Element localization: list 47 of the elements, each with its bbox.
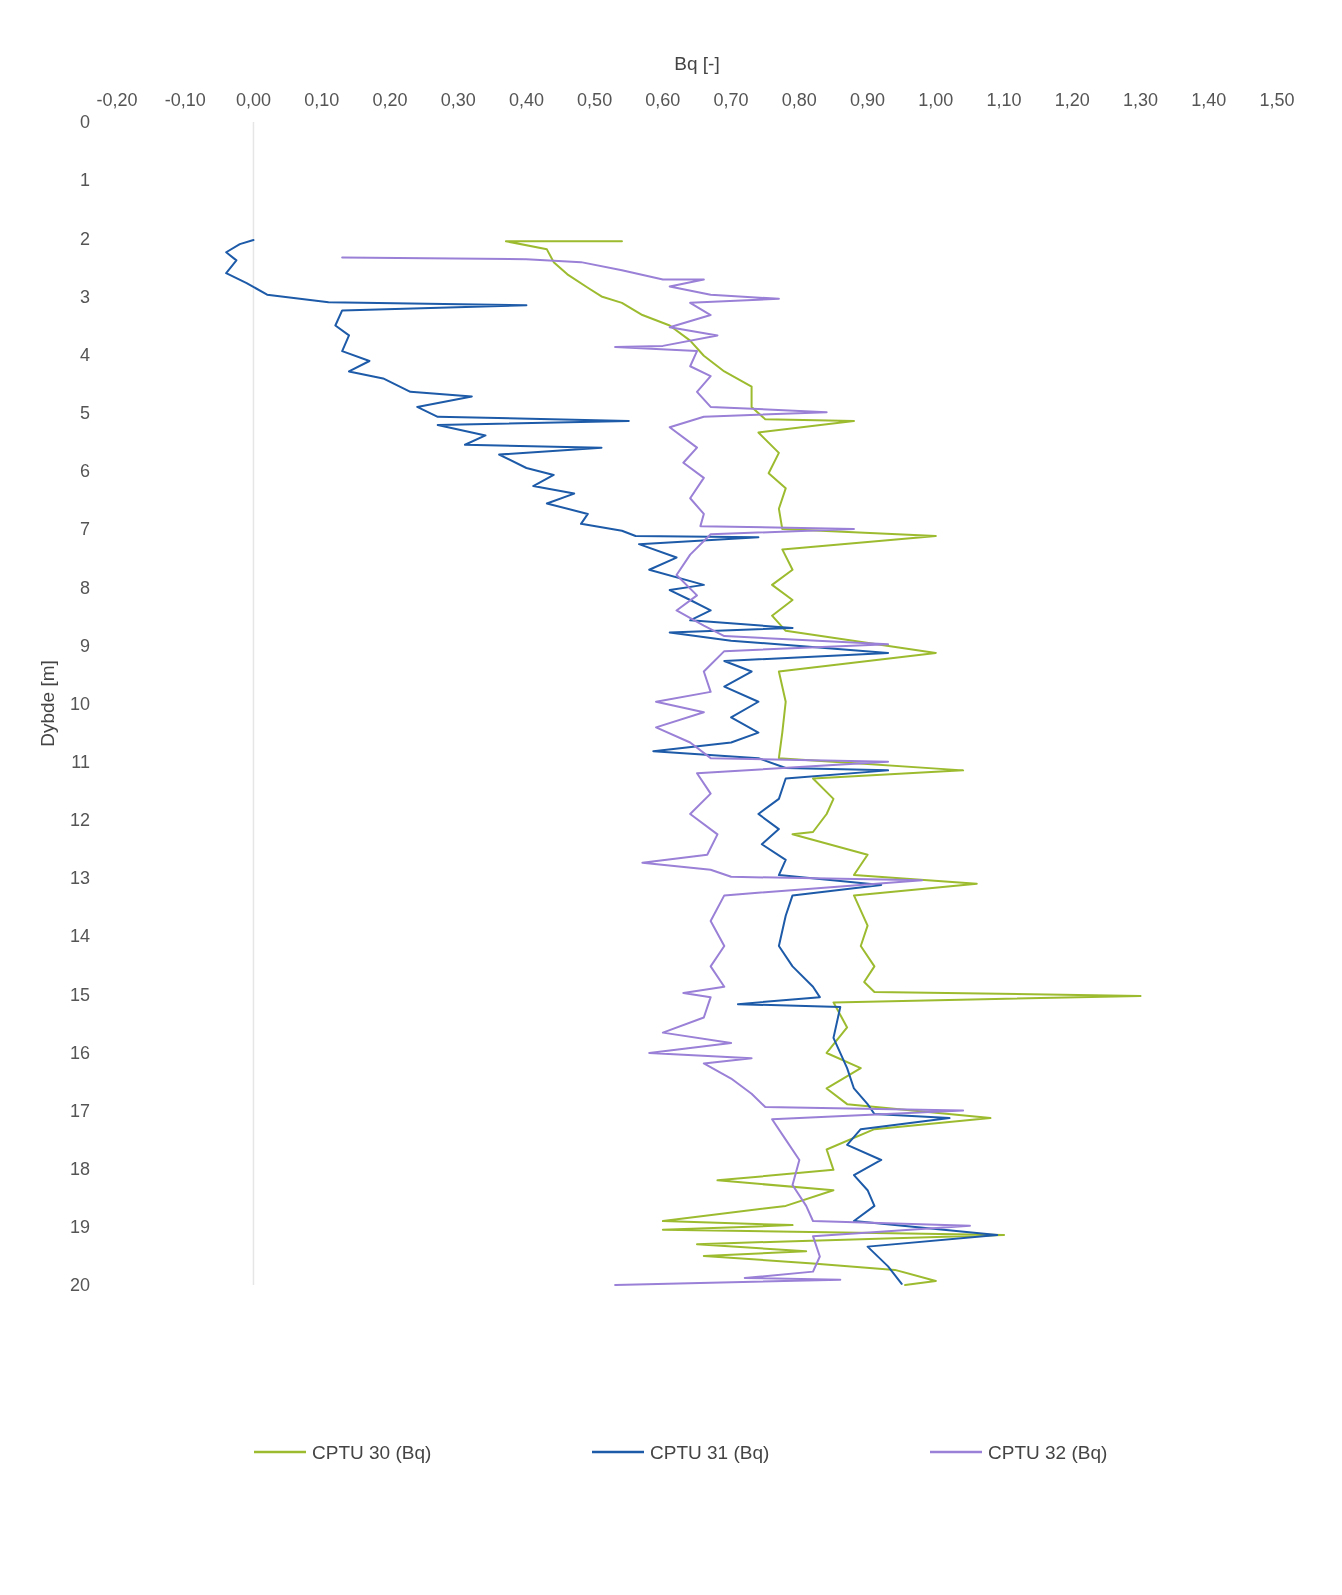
- y-tick-label: 1: [79, 170, 90, 191]
- x-tick-label: 0,00: [235, 90, 271, 110]
- x-tick-label: 1,10: [986, 90, 1022, 110]
- y-tick-label: 2: [79, 228, 90, 249]
- y-tick-label: 9: [79, 635, 90, 656]
- y-tick-label: 0: [79, 112, 90, 133]
- x-tick-label: -0,20: [96, 90, 138, 110]
- y-tick-label: 14: [69, 926, 90, 947]
- x-tick-label: 0,90: [850, 90, 886, 110]
- x-tick-label: 0,50: [577, 90, 613, 110]
- x-tick-label: 0,20: [372, 90, 408, 110]
- x-tick-label: 0,80: [781, 90, 817, 110]
- x-tick-label: 0,10: [304, 90, 340, 110]
- x-tick-label: 1,00: [918, 90, 954, 110]
- y-tick-label: 15: [69, 984, 90, 1005]
- x-tick-label: 1,50: [1259, 90, 1295, 110]
- y-tick-label: 6: [79, 461, 90, 482]
- y-tick-label: 16: [69, 1042, 90, 1063]
- line-series: [225, 239, 999, 1285]
- y-tick-label: 19: [69, 1217, 90, 1238]
- x-tick-label: -0,10: [164, 90, 206, 110]
- x-axis-title: Bq [-]: [674, 53, 720, 74]
- line-series: [504, 240, 1142, 1286]
- x-tick-label: 0,60: [645, 90, 681, 110]
- x-tick-label: 0,70: [713, 90, 749, 110]
- line-series: [341, 256, 971, 1286]
- y-tick-label: 5: [79, 403, 90, 424]
- y-tick-label: 8: [79, 577, 90, 598]
- x-tick-label: 0,40: [508, 90, 544, 110]
- x-tick-label: 0,30: [440, 90, 476, 110]
- y-axis-title: Dybde [m]: [37, 660, 58, 747]
- y-tick-label: 11: [71, 751, 90, 772]
- y-tick-label: 18: [69, 1159, 90, 1179]
- y-tick-label: 17: [69, 1100, 90, 1121]
- y-tick-label: 12: [69, 810, 90, 831]
- legend-label: CPTU 30 (Bq): [312, 1441, 432, 1463]
- y-tick-label: 7: [79, 519, 90, 540]
- y-tick-label: 10: [69, 693, 90, 714]
- y-tick-label: 13: [69, 868, 90, 889]
- x-tick-label: 1,30: [1123, 90, 1159, 110]
- y-tick-label: 4: [79, 344, 90, 365]
- y-tick-label: 20: [69, 1275, 90, 1296]
- x-tick-label: 1,20: [1054, 90, 1090, 110]
- legend-label: CPTU 31 (Bq): [650, 1441, 770, 1463]
- legend-label: CPTU 32 (Bq): [988, 1441, 1108, 1463]
- x-tick-label: 1,40: [1191, 90, 1227, 110]
- y-tick-label: 3: [79, 286, 90, 307]
